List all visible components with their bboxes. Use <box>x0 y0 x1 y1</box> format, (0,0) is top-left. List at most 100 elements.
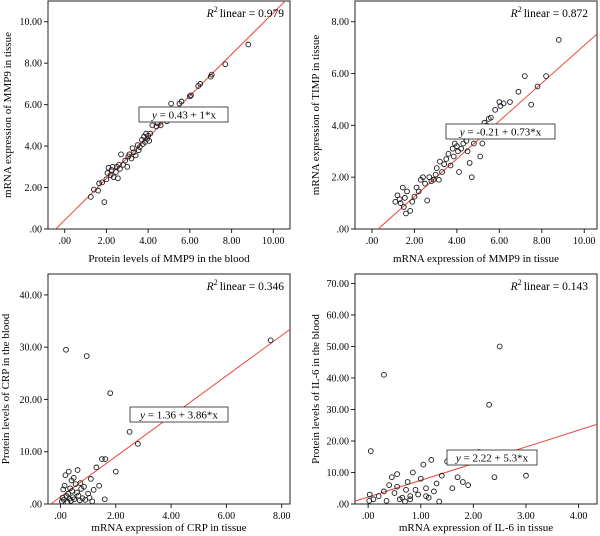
data-point <box>433 165 440 171</box>
x-tick-label: 6.00 <box>181 236 199 247</box>
data-points <box>392 37 562 217</box>
data-point <box>115 175 121 182</box>
data-point <box>101 199 108 205</box>
y-tick-labels: .00 2.00 4.00 6.00 8.00 10.00 <box>20 17 43 235</box>
y-tick-label: .00 <box>30 225 43 236</box>
y-tick-label: 70.00 <box>327 279 350 290</box>
y-tick-label: 10.00 <box>20 447 43 458</box>
x-tick-label: .00 <box>54 511 67 522</box>
y-tick-label: 30.00 <box>327 405 350 416</box>
data-point <box>447 162 454 169</box>
tick-marks <box>44 294 283 508</box>
data-point <box>500 100 507 107</box>
data-point <box>445 151 452 157</box>
plot-area <box>354 0 598 230</box>
data-point <box>394 471 400 477</box>
x-tick-label: 10.00 <box>262 236 285 247</box>
chart-panel-crp: .00 2.00 4.00 6.00 8.00 .00 10.00 20.00 30.00 40… <box>0 273 291 534</box>
data-point <box>71 496 78 503</box>
y-tick-label: 40.00 <box>20 290 43 301</box>
x-tick-label: 2.00 <box>107 511 125 522</box>
data-point <box>93 464 100 471</box>
x-tick-label: 8.00 <box>273 511 291 522</box>
data-point <box>147 130 154 137</box>
data-point <box>479 140 486 147</box>
data-point <box>101 496 108 503</box>
x-tick-labels: .00 2.00 4.00 6.00 8.00 <box>54 511 290 522</box>
data-point <box>407 496 414 503</box>
data-point <box>128 155 135 162</box>
data-point <box>436 176 442 183</box>
data-point <box>135 441 141 447</box>
data-point <box>381 488 387 495</box>
data-point <box>543 73 549 79</box>
data-point <box>383 497 390 504</box>
data-point <box>443 156 450 162</box>
data-point <box>96 482 103 489</box>
x-axis-label: mRNA expression of IL-6 in tissue <box>399 522 553 534</box>
data-point <box>99 456 105 462</box>
data-point <box>454 474 461 481</box>
data-point <box>424 197 431 204</box>
data-point <box>422 180 428 187</box>
data-point <box>555 37 562 43</box>
data-point <box>222 61 229 68</box>
data-point <box>126 429 133 435</box>
data-point <box>381 371 387 378</box>
data-point <box>90 487 97 493</box>
data-point <box>168 100 174 107</box>
plot-area <box>47 273 291 505</box>
data-point <box>77 480 84 486</box>
data-point <box>157 122 164 129</box>
data-point <box>402 498 408 504</box>
data-point <box>428 457 435 463</box>
data-point <box>412 486 419 493</box>
data-point <box>88 476 94 482</box>
y-tick-label: 10.00 <box>327 468 350 479</box>
data-point <box>456 169 462 175</box>
y-axis-label: Protein levels of CRP in the blood <box>0 313 12 464</box>
data-point <box>136 144 143 150</box>
y-tick-label: 8.00 <box>25 59 43 70</box>
x-tick-label: .00 <box>362 511 375 522</box>
data-point <box>454 143 460 149</box>
data-point <box>65 468 72 475</box>
x-tick-label: 8.00 <box>533 236 551 247</box>
data-point <box>410 469 416 476</box>
data-point <box>404 188 410 195</box>
data-point <box>392 198 399 205</box>
y-tick-label: 8.00 <box>332 17 350 28</box>
fit-equation-box: y = 1.36 + 3.86*x <box>129 406 229 423</box>
data-point <box>87 194 94 200</box>
data-point <box>81 483 87 490</box>
fit-equation-box: y = 0.43 + 1*x <box>138 106 229 123</box>
data-point <box>420 174 426 181</box>
data-point <box>431 488 437 495</box>
data-point <box>477 153 484 160</box>
x-tick-labels: .00 2.00 4.00 6.00 8.00 10.00 <box>366 236 596 247</box>
data-point <box>65 490 72 497</box>
data-point <box>436 498 443 504</box>
data-point <box>61 482 68 489</box>
data-point <box>60 486 67 493</box>
data-point <box>116 161 122 168</box>
data-point <box>69 488 75 494</box>
data-point <box>178 98 185 105</box>
x-axis-label: Protein levels of MMP9 in the blood <box>88 253 250 265</box>
chart-panel-timp: .00 2.00 4.00 6.00 8.00 10.00 .00 2.00 4.00 6.00… <box>310 0 598 265</box>
data-point <box>488 114 494 121</box>
svg-text:y = 1.36 + 3.86*x: y = 1.36 + 3.86*x <box>139 410 218 422</box>
data-point <box>449 145 456 152</box>
data-point <box>129 145 136 152</box>
data-point <box>112 468 119 475</box>
data-points <box>366 343 529 504</box>
data-point <box>117 166 123 172</box>
data-point <box>432 171 439 178</box>
data-point <box>83 353 90 359</box>
data-point <box>397 200 404 206</box>
data-points <box>58 337 274 504</box>
data-point <box>423 493 429 499</box>
x-axis-label: mRNA expression of MMP9 in tissue <box>393 253 559 265</box>
x-tick-label: 2.00 <box>465 511 483 522</box>
